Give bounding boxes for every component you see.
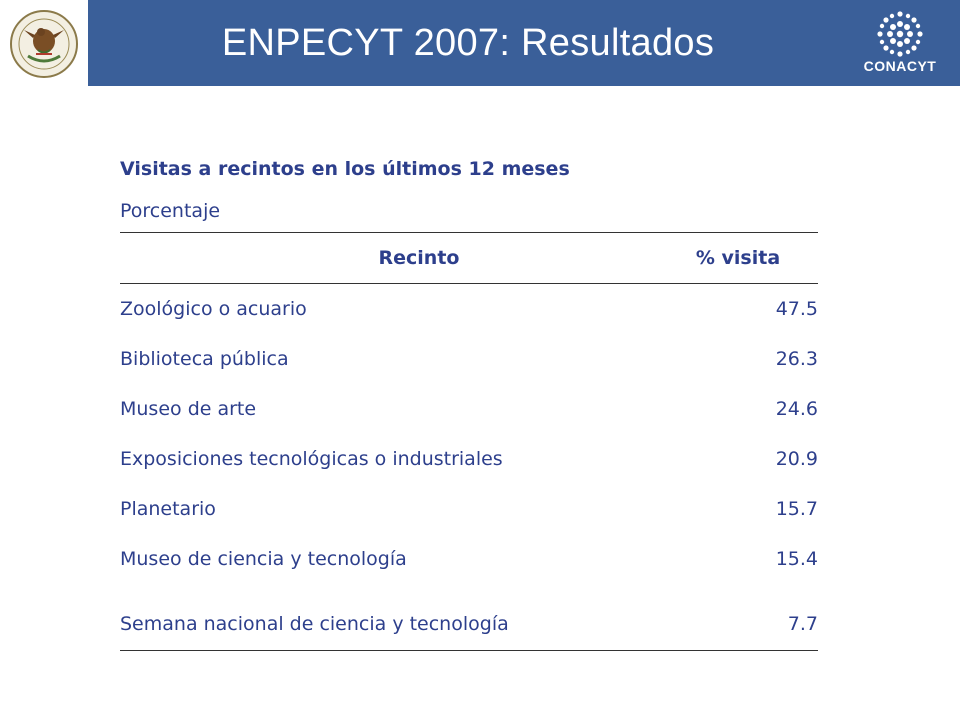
mexico-coat-of-arms-icon	[10, 10, 78, 78]
table-row: Planetario 15.7	[120, 484, 818, 534]
row-value: 7.7	[787, 613, 818, 635]
row-value: 24.6	[775, 398, 818, 420]
table-row: Museo de ciencia y tecnología 15.4	[120, 534, 818, 584]
conacyt-logo-text: CONACYT	[863, 58, 937, 74]
table-title: Visitas a recintos en los últimos 12 mes…	[120, 158, 570, 180]
column-header-recinto: Recinto	[378, 247, 460, 269]
slide-header: ENPECYT 2007: Resultados	[0, 0, 960, 86]
row-name: Zoológico o acuario	[120, 298, 307, 320]
row-name: Planetario	[120, 498, 216, 520]
table-row: Exposiciones tecnológicas o industriales…	[120, 434, 818, 484]
table-row: Biblioteca pública 26.3	[120, 334, 818, 384]
row-name: Semana nacional de ciencia y tecnología	[120, 613, 509, 635]
header-band	[88, 0, 960, 86]
table-row: Semana nacional de ciencia y tecnología …	[120, 598, 818, 651]
row-name: Museo de ciencia y tecnología	[120, 548, 407, 570]
table-subtitle: Porcentaje	[120, 190, 818, 233]
row-value: 20.9	[775, 448, 818, 470]
row-name: Exposiciones tecnológicas o industriales	[120, 448, 503, 470]
row-name: Museo de arte	[120, 398, 257, 420]
table-header-row: Recinto % visita	[120, 233, 818, 284]
visits-table: Visitas a recintos en los últimos 12 mes…	[120, 148, 818, 651]
page-title: ENPECYT 2007: Resultados	[221, 21, 715, 64]
row-value: 47.5	[775, 298, 818, 320]
row-value: 15.7	[775, 498, 818, 520]
row-value: 26.3	[775, 348, 818, 370]
row-name: Biblioteca pública	[120, 348, 289, 370]
column-header-visita: % visita	[695, 247, 781, 269]
row-value: 15.4	[775, 548, 818, 570]
table-row: Zoológico o acuario 47.5	[120, 284, 818, 334]
conacyt-logo-icon	[877, 11, 923, 57]
table-row: Museo de arte 24.6	[120, 384, 818, 434]
